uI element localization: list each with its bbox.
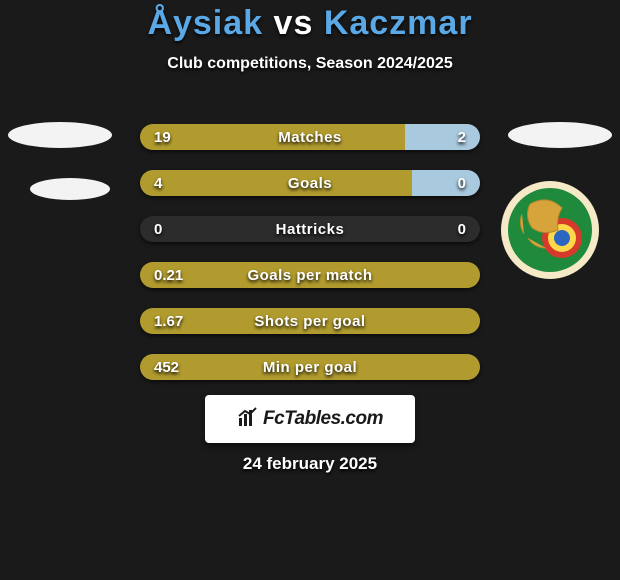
stat-value-right: 2	[458, 129, 466, 146]
stat-row: Matches19 2	[140, 124, 480, 150]
player-1-avatar-placeholder	[8, 122, 112, 148]
footer-brand-text: FcTables.com	[263, 408, 383, 430]
stat-row: Goals4 0	[140, 170, 480, 196]
player-2-club-crest	[500, 180, 600, 280]
stat-value-left: 0.21	[154, 267, 183, 284]
stat-label: Shots per goal	[140, 313, 480, 330]
stat-value-left: 19	[154, 129, 171, 146]
stat-value-left: 4	[154, 175, 162, 192]
stat-value-right: 0	[458, 221, 466, 238]
date-text: 24 february 2025	[0, 454, 620, 474]
stat-value-left: 452	[154, 359, 179, 376]
stat-label: Matches	[140, 129, 480, 146]
stat-value-left: 0	[154, 221, 162, 238]
stat-label: Hattricks	[140, 221, 480, 238]
stat-value-right: 0	[458, 175, 466, 192]
stat-value-left: 1.67	[154, 313, 183, 330]
stat-label: Goals per match	[140, 267, 480, 284]
chart-icon	[237, 406, 259, 433]
stat-row: Hattricks0 0	[140, 216, 480, 242]
subtitle: Club competitions, Season 2024/2025	[0, 55, 620, 73]
crest-ring-3	[554, 230, 570, 246]
stat-row: Min per goal452	[140, 354, 480, 380]
page-title: Åysiak vs Kaczmar	[0, 0, 620, 43]
comparison-bars: Matches192Goals40Hattricks00Goals per ma…	[140, 124, 480, 400]
stat-label: Min per goal	[140, 359, 480, 376]
stat-row: Shots per goal1.67	[140, 308, 480, 334]
title-player-1: Åysiak	[147, 4, 263, 42]
title-vs-word: vs	[274, 4, 314, 42]
stat-label: Goals	[140, 175, 480, 192]
title-player-2: Kaczmar	[324, 4, 473, 42]
footer-brand-badge[interactable]: FcTables.com	[205, 395, 415, 443]
player-1-club-placeholder	[30, 178, 110, 200]
player-2-avatar-placeholder	[508, 122, 612, 148]
stat-row: Goals per match0.21	[140, 262, 480, 288]
